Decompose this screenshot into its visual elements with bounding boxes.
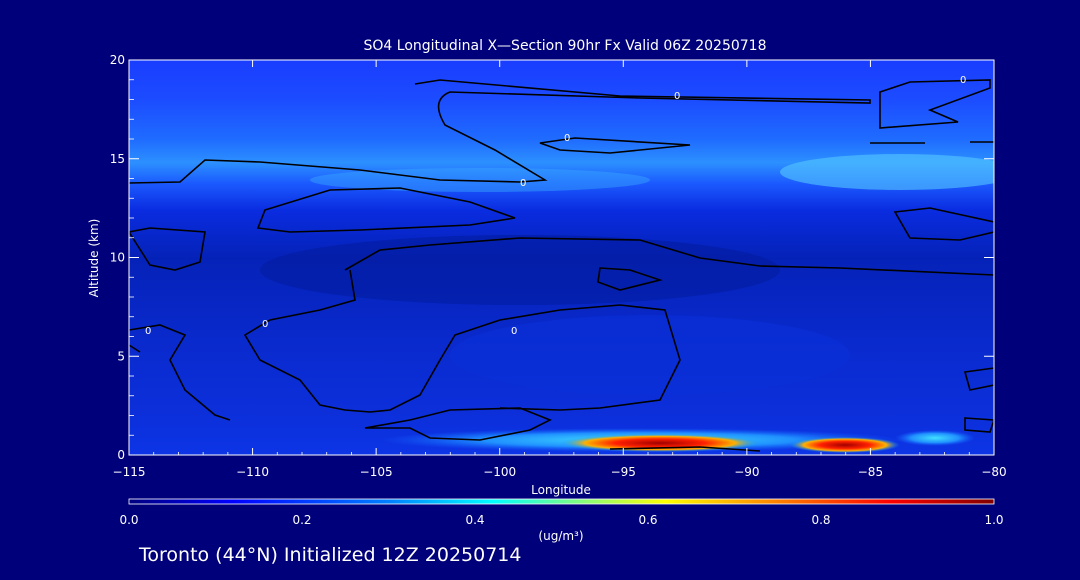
colorbar-tick-label: 0.2 xyxy=(292,513,311,527)
colorbar-axis: 0.0 0.2 0.4 0.6 0.8 1.0 xyxy=(119,513,1003,527)
chart-title: SO4 Longitudinal X—Section 90hr Fx Valid… xyxy=(364,38,767,54)
colorbar-tick-label: 1.0 xyxy=(984,513,1003,527)
contour-lines xyxy=(129,79,994,452)
colorbar-unit: (ug/m³) xyxy=(538,529,583,543)
contour-line xyxy=(597,267,663,291)
contour-label: 0 xyxy=(674,91,680,102)
y-tick-label: 0 xyxy=(117,448,125,462)
colorbar xyxy=(128,498,995,505)
contour-labels: 0 0 0 0 0 0 0 xyxy=(145,75,966,337)
contour-line xyxy=(964,417,994,433)
contour-line xyxy=(129,344,141,353)
y-axis-label: Altitude (km) xyxy=(87,219,101,298)
contour-label: 0 xyxy=(511,326,517,337)
y-tick-label: 20 xyxy=(110,53,125,67)
x-tick-label: −115 xyxy=(113,465,146,479)
contour-label: 0 xyxy=(960,75,966,86)
plot-area: 0 0 0 0 0 0 0 xyxy=(129,60,994,455)
x-tick-label: −95 xyxy=(611,465,636,479)
y-axis: 0 5 10 15 20 xyxy=(110,53,994,462)
x-tick-label: −85 xyxy=(858,465,883,479)
contour-line xyxy=(893,207,994,241)
field-hotspot-2 xyxy=(790,437,900,453)
contour-line xyxy=(129,227,206,271)
x-tick-label: −90 xyxy=(734,465,759,479)
contour-line xyxy=(879,79,991,129)
contour-line xyxy=(256,187,516,233)
colorbar-tick-label: 0.4 xyxy=(465,513,484,527)
x-tick-label: −80 xyxy=(981,465,1006,479)
field-low-region xyxy=(260,235,780,305)
colorbar-tick-label: 0.8 xyxy=(811,513,830,527)
x-tick-label: −100 xyxy=(483,465,516,479)
colorbar-tick-label: 0.6 xyxy=(638,513,657,527)
contour-line xyxy=(609,446,761,452)
colorbar-tick-label: 0.0 xyxy=(119,513,138,527)
contour-line xyxy=(344,237,994,276)
field-hotspot-3 xyxy=(895,430,975,446)
y-tick-label: 15 xyxy=(110,152,125,166)
x-axis-label: Longitude xyxy=(531,483,591,497)
field-band-upper xyxy=(780,154,994,190)
field-mid-region xyxy=(450,315,850,395)
y-tick-label: 5 xyxy=(117,349,125,363)
contour-line xyxy=(539,137,691,154)
contour-line xyxy=(129,324,231,421)
contour-label: 0 xyxy=(564,133,570,144)
y-tick-label: 10 xyxy=(110,251,125,265)
contour-label: 0 xyxy=(262,319,268,330)
contour-label: 0 xyxy=(520,178,526,189)
x-axis: −115 −110 −105 −100 −95 −90 −85 −80 xyxy=(113,60,1007,479)
x-tick-label: −110 xyxy=(236,465,269,479)
contour-line xyxy=(243,269,681,413)
x-tick-label: −105 xyxy=(360,465,393,479)
contour-line xyxy=(364,407,552,441)
contour-label: 0 xyxy=(145,326,151,337)
footer-caption: Toronto (44°N) Initialized 12Z 20250714 xyxy=(138,544,522,566)
contour-line xyxy=(963,367,994,391)
contour-line xyxy=(129,79,871,184)
